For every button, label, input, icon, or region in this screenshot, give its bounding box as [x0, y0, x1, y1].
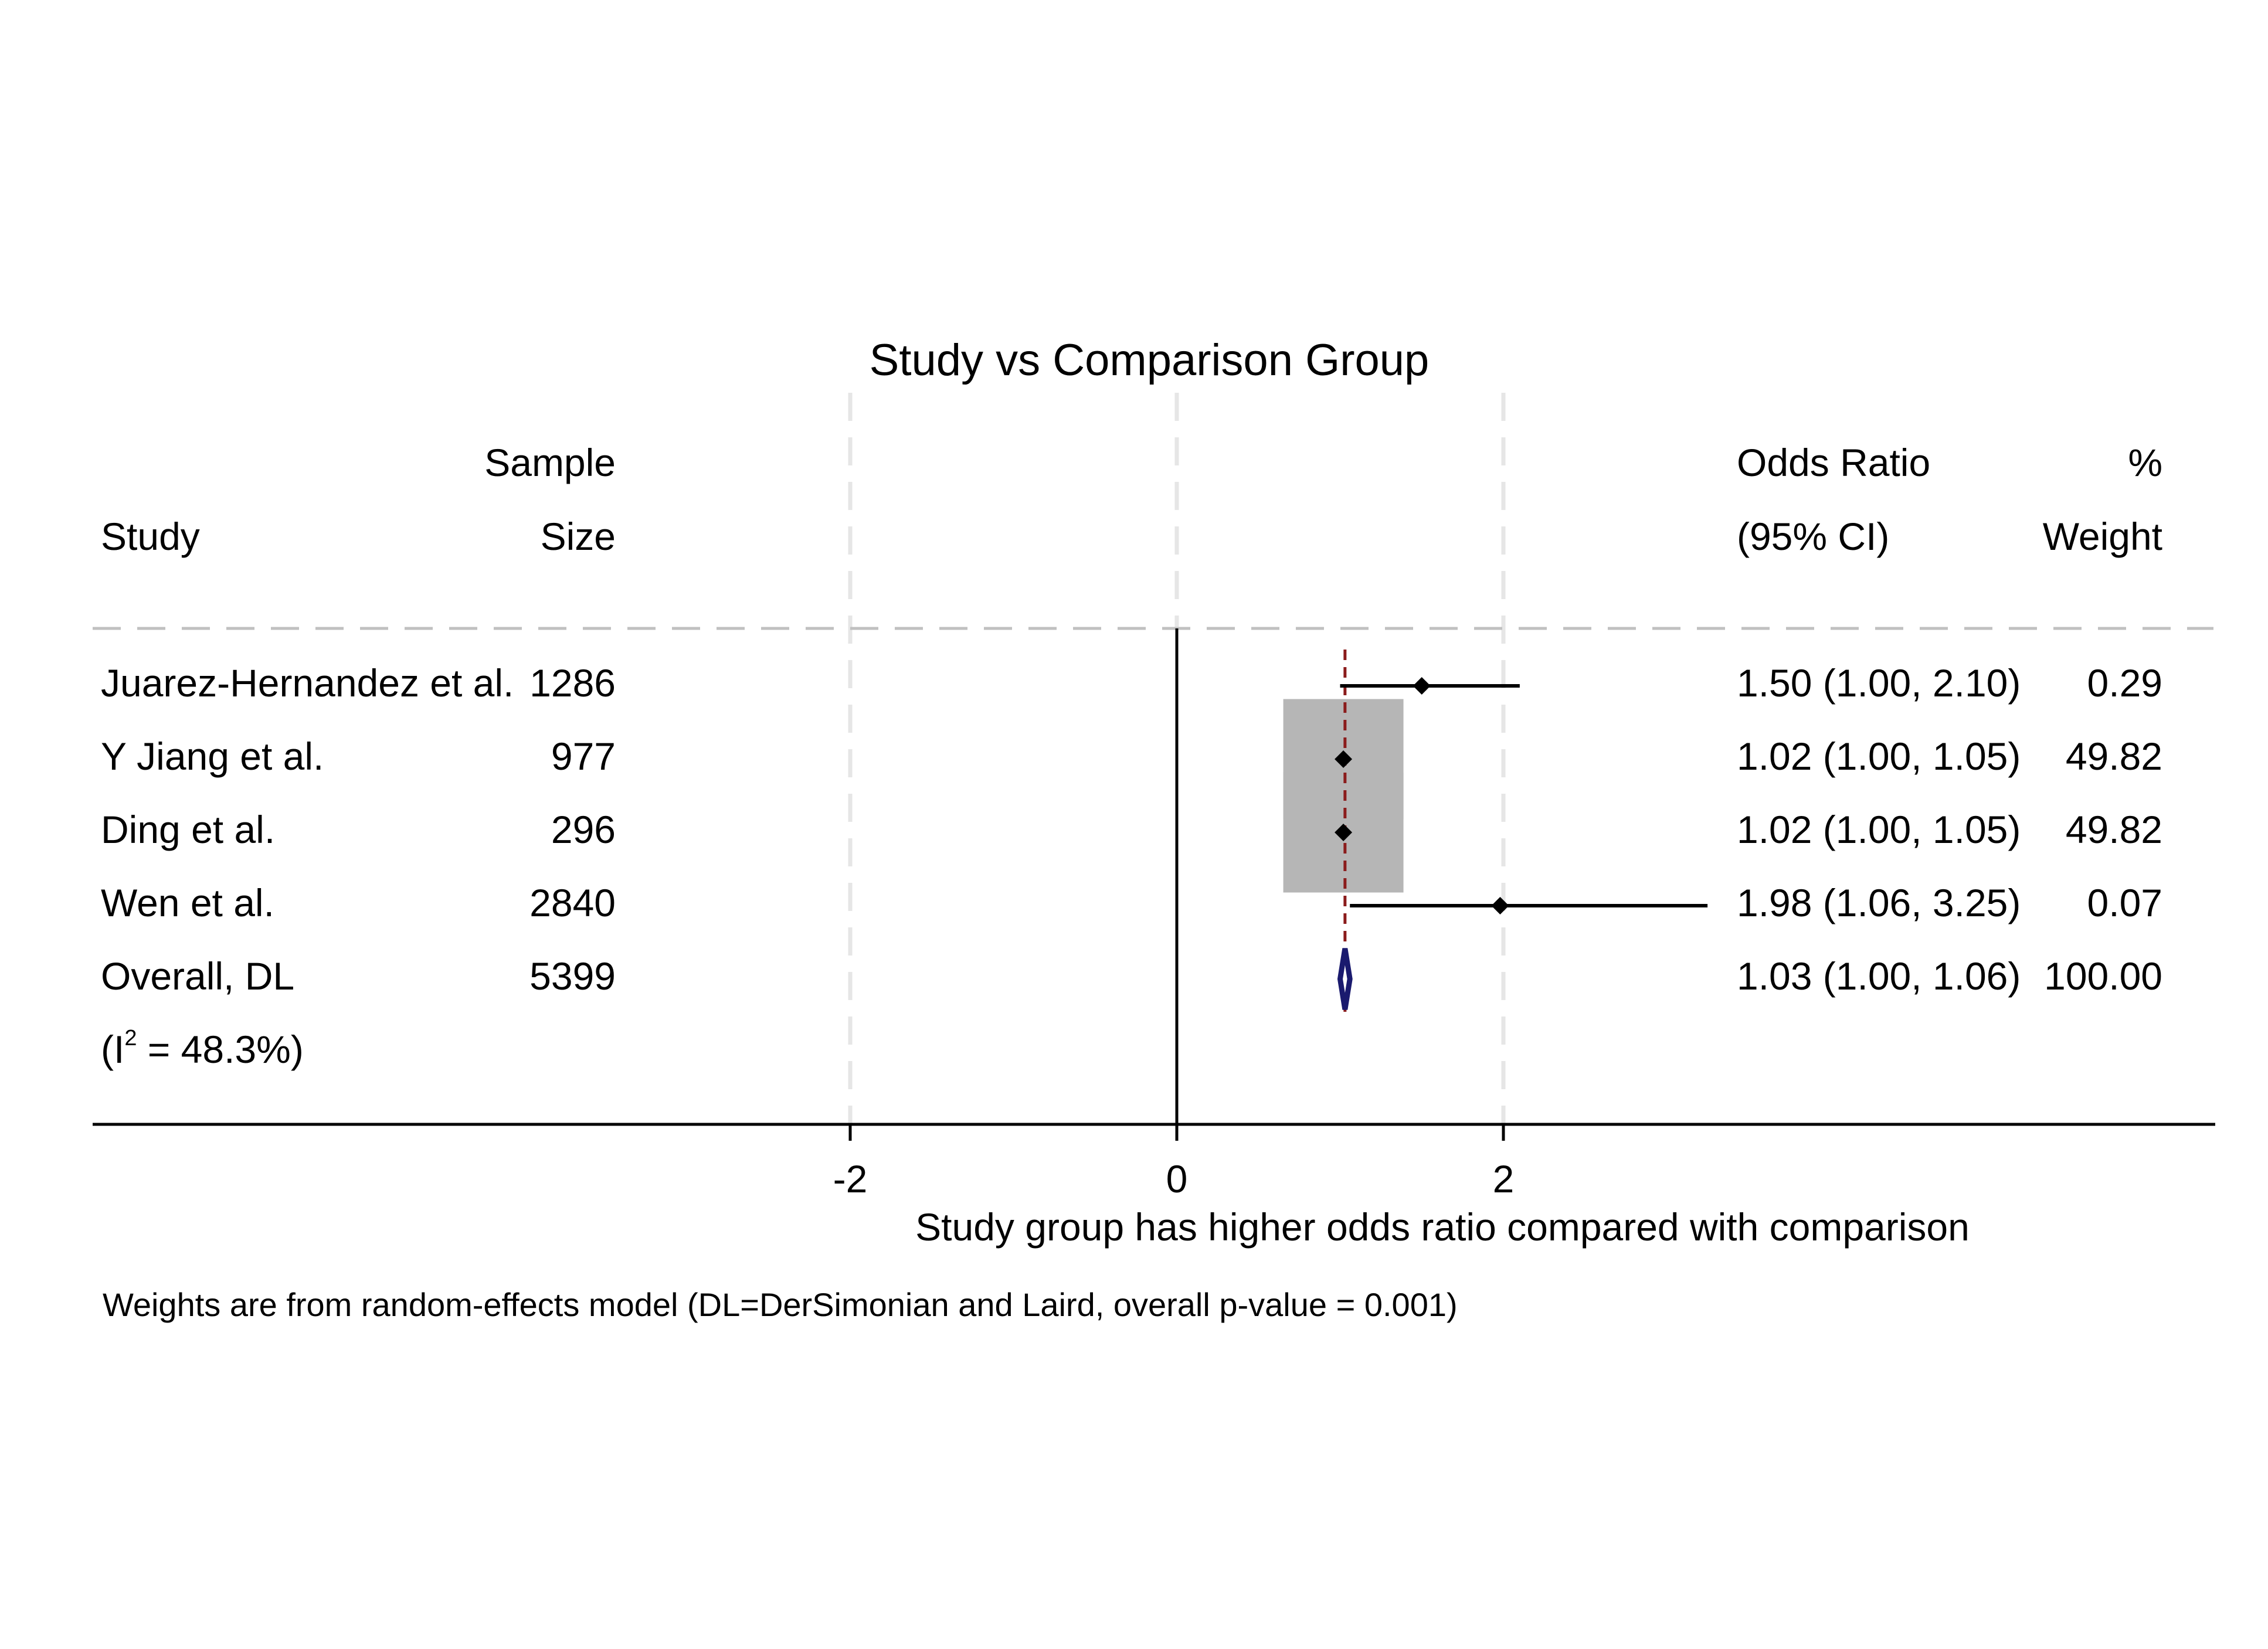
- heterogeneity-suffix: = 48.3%): [137, 1028, 303, 1071]
- overall-weight: 100.00: [2044, 954, 2162, 998]
- study-weight: 0.29: [2087, 661, 2162, 705]
- study-sample-size: 296: [551, 808, 616, 851]
- heterogeneity-prefix: (I: [101, 1028, 124, 1071]
- x-grid-lines: [848, 393, 1506, 1124]
- heterogeneity-sup: 2: [124, 1026, 137, 1050]
- study-name: Juarez-Hernandez et al.: [101, 661, 514, 705]
- point-estimate: [1335, 750, 1353, 768]
- study-ci-text: 1.02 (1.00, 1.05): [1737, 735, 2021, 778]
- chart-title: Study vs Comparison Group: [870, 335, 1430, 385]
- footnote: Weights are from random-effects model (D…: [103, 1286, 1458, 1323]
- study-weight: 49.82: [2066, 808, 2162, 851]
- header-sample: Sample: [484, 441, 616, 484]
- x-tick-label: -2: [833, 1157, 868, 1201]
- heterogeneity-stat: (I2 = 48.3%): [101, 1026, 304, 1071]
- overall-sample-size: 5399: [529, 954, 616, 998]
- study-name: Ding et al.: [101, 808, 275, 851]
- study-ci-text: 1.98 (1.06, 3.25): [1737, 881, 2021, 924]
- study-ci-text: 1.02 (1.00, 1.05): [1737, 808, 2021, 851]
- x-ticks: -2 0 2: [833, 1124, 1515, 1201]
- header-study: Study: [101, 515, 200, 558]
- study-ci-text: 1.50 (1.00, 2.10): [1737, 661, 2021, 705]
- point-estimate: [1335, 824, 1353, 841]
- point-estimate: [1413, 677, 1431, 695]
- overall-ci-text: 1.03 (1.00, 1.06): [1737, 954, 2021, 998]
- study-weight: 49.82: [2066, 735, 2162, 778]
- study-rows: Juarez-Hernandez et al. 1286 1.50 (1.00,…: [101, 661, 2162, 1071]
- study-name: Wen et al.: [101, 881, 274, 924]
- study-name: Y Jiang et al.: [101, 735, 324, 778]
- header-percent: %: [2128, 441, 2162, 484]
- plot-marks: [1175, 628, 1708, 1124]
- study-sample-size: 1286: [529, 661, 616, 705]
- x-axis-label: Study group has higher odds ratio compar…: [915, 1205, 1970, 1249]
- column-headers: Sample Study Size Odds Ratio (95% CI) % …: [101, 441, 2162, 558]
- study-sample-size: 2840: [529, 881, 616, 924]
- x-tick-label: 2: [1493, 1157, 1515, 1201]
- point-estimate: [1491, 897, 1509, 914]
- header-odds-ratio: Odds Ratio: [1737, 441, 1930, 484]
- study-sample-size: 977: [551, 735, 616, 778]
- study-weight: 0.07: [2087, 881, 2162, 924]
- overall-name: Overall, DL: [101, 954, 294, 998]
- x-tick-label: 0: [1166, 1157, 1188, 1201]
- header-ci: (95% CI): [1737, 515, 1889, 558]
- overall-diamond: [1337, 948, 1353, 1010]
- header-weight: Weight: [2043, 515, 2162, 558]
- header-size: Size: [541, 515, 616, 558]
